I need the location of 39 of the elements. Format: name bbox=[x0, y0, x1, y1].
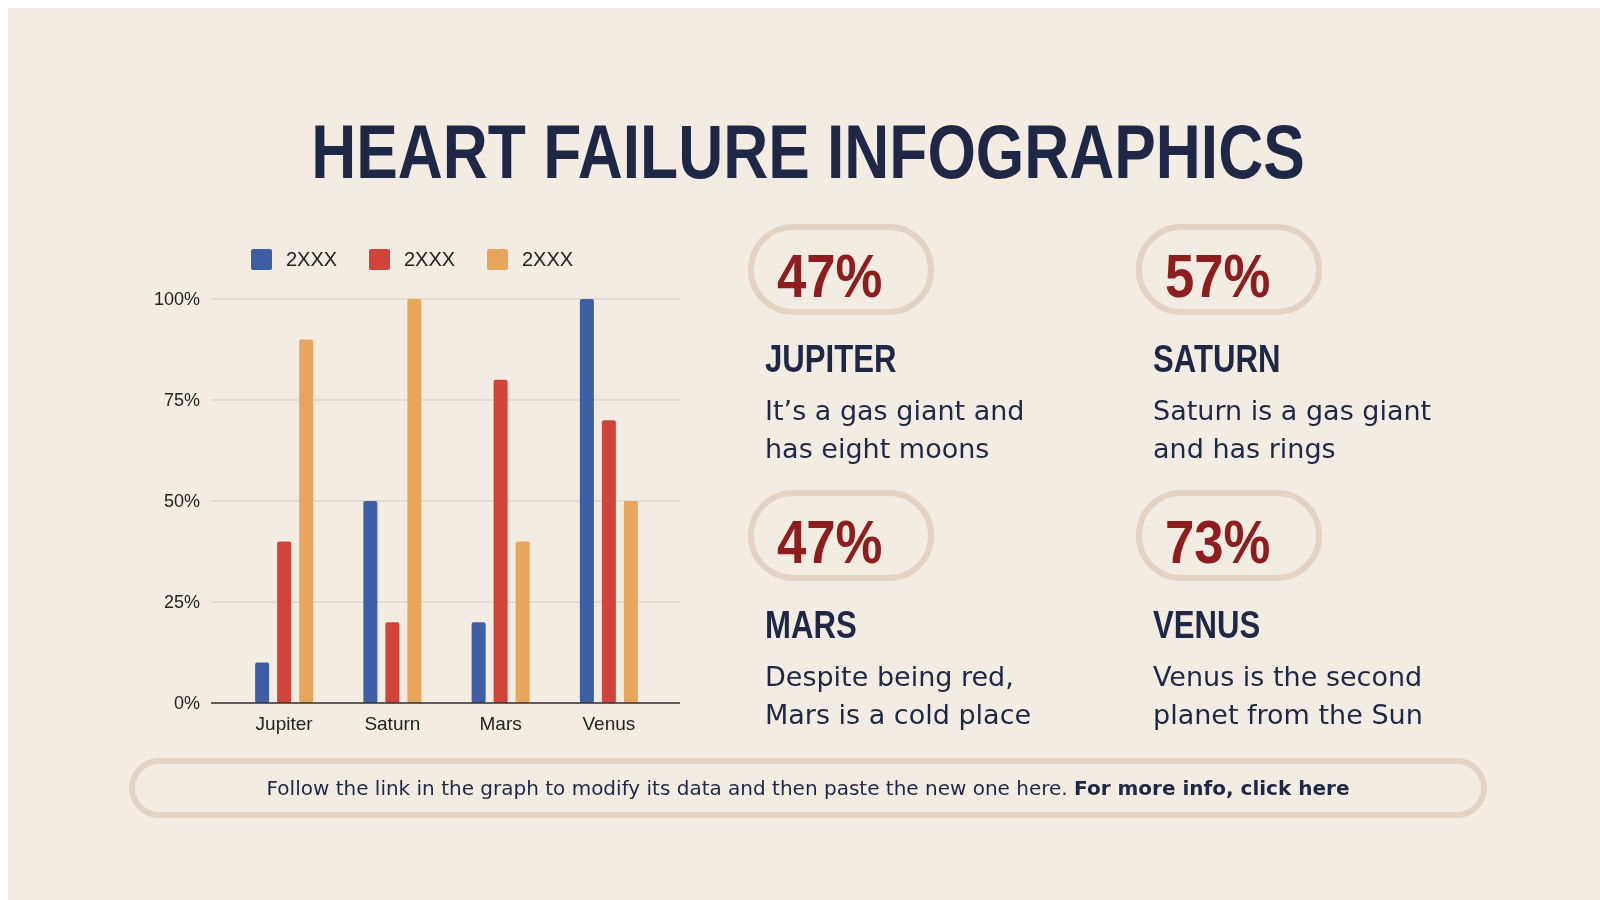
bar bbox=[493, 379, 508, 703]
text: 47% bbox=[777, 240, 883, 310]
y-tick-label: 75% bbox=[163, 390, 200, 410]
chart-title: HEART FAILURE INFOGRAPHICS bbox=[311, 109, 1305, 195]
bar bbox=[579, 299, 594, 703]
text: It’s a gas giant and has eight moons bbox=[765, 395, 1025, 464]
text: For more info, click here bbox=[1074, 776, 1350, 800]
bar bbox=[255, 662, 270, 703]
x-tick-label: Jupiter bbox=[255, 713, 314, 734]
bar bbox=[623, 501, 638, 703]
y-tick-label: 0% bbox=[173, 693, 200, 713]
bar bbox=[363, 501, 378, 703]
x-tick-label: Venus bbox=[582, 713, 636, 734]
legend-label: 2XXX bbox=[404, 248, 456, 270]
y-tick-label: 50% bbox=[163, 491, 200, 511]
text: VENUS bbox=[1153, 604, 1261, 646]
text: Follow the link in the graph to modify its data and then paste the new one here. bbox=[266, 776, 1068, 800]
text: 73% bbox=[1165, 506, 1271, 576]
x-tick-label: Saturn bbox=[364, 713, 421, 734]
text: Despite being red, Mars is a cold place bbox=[765, 661, 1032, 730]
y-tick-label: 25% bbox=[163, 592, 200, 612]
bar bbox=[471, 622, 486, 703]
text: MARS bbox=[765, 604, 857, 646]
bar bbox=[385, 622, 400, 703]
text: Venus is the second planet from the Sun bbox=[1153, 661, 1423, 730]
text: JUPITER bbox=[765, 338, 897, 380]
text: 47% bbox=[777, 506, 883, 576]
text: SATURN bbox=[1153, 338, 1281, 380]
bar bbox=[601, 420, 616, 703]
x-tick-label: Mars bbox=[479, 713, 522, 734]
text: Saturn is a gas giant and has rings bbox=[1153, 395, 1432, 464]
bar bbox=[277, 541, 292, 703]
y-tick-label: 100% bbox=[153, 289, 200, 309]
bar bbox=[515, 541, 530, 703]
text: 57% bbox=[1165, 240, 1271, 310]
legend-label: 2XXX bbox=[522, 248, 574, 270]
bar bbox=[299, 339, 314, 703]
bar bbox=[407, 299, 422, 703]
legend-label: 2XXX bbox=[286, 248, 338, 270]
